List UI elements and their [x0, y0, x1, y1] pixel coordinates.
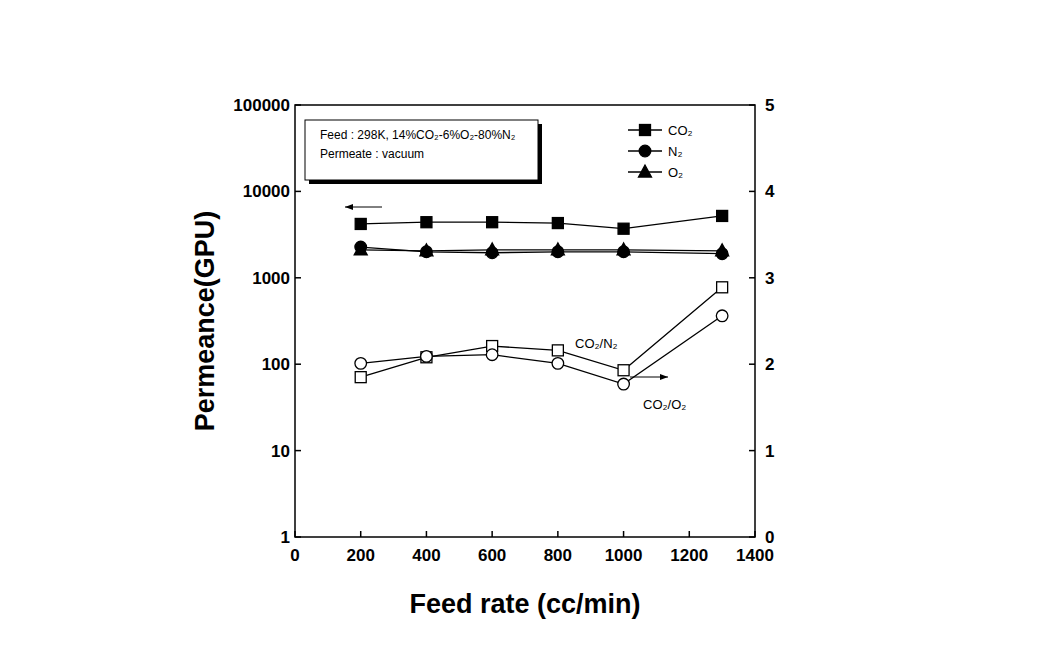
y2-tick-label: 1 [765, 442, 774, 461]
data-point [552, 218, 563, 229]
annotation: Permeate : vacuum [320, 147, 424, 161]
x-tick-label: 400 [412, 546, 440, 565]
data-point [421, 351, 433, 363]
x-axis-title: Feed rate (cc/min) [409, 589, 640, 619]
legend-label: N₂ [668, 144, 682, 159]
data-point [355, 372, 366, 383]
series-line [361, 249, 722, 251]
x-tick [491, 531, 493, 537]
legend-marker [639, 145, 651, 157]
x-tick-label: 0 [290, 546, 299, 565]
y2-tick [749, 104, 755, 106]
data-point [717, 282, 728, 293]
data-point [716, 244, 729, 256]
x-tick [426, 531, 428, 537]
x-tick-label: 1400 [736, 546, 774, 565]
y2-tick-label: 2 [765, 355, 774, 374]
data-point [487, 217, 498, 228]
y2-tick-label: 4 [765, 182, 775, 201]
data-point [421, 217, 432, 228]
y-tick [295, 191, 301, 193]
y-tick-label: 100000 [233, 96, 290, 115]
x-tick [360, 531, 362, 537]
series-line [361, 247, 722, 254]
data-point [552, 358, 564, 370]
data-point [618, 378, 630, 390]
y2-tick [749, 191, 755, 193]
y2-tick [749, 450, 755, 452]
x-tick [689, 531, 691, 537]
data-point [617, 243, 630, 255]
y-axis-title: Permeance(GPU) [190, 211, 220, 432]
y-tick [295, 363, 301, 365]
x-tick-label: 200 [347, 546, 375, 565]
data-point [716, 310, 728, 322]
series-line [361, 316, 722, 384]
data-point [486, 243, 499, 255]
series-line [361, 287, 722, 377]
y-tick [295, 104, 301, 106]
info-box [305, 120, 538, 180]
y2-tick [749, 536, 755, 538]
series-line [361, 216, 722, 229]
x-tick-label: 1000 [605, 546, 643, 565]
chart: 0200400600800100012001400110100100010000… [0, 0, 1043, 670]
x-tick [557, 531, 559, 537]
y-tick-label: 1 [281, 528, 290, 547]
y2-tick [749, 277, 755, 279]
y-tick [295, 536, 301, 538]
plot-marks [354, 210, 728, 389]
data-point [420, 244, 433, 256]
y2-tick-label: 3 [765, 269, 774, 288]
axis-arrow-head [660, 374, 668, 380]
x-tick [623, 531, 625, 537]
legend-label: O₂ [668, 165, 683, 180]
y-tick [295, 277, 301, 279]
axis-arrow-head [345, 204, 353, 210]
y2-tick-label: 5 [765, 96, 774, 115]
data-point [486, 349, 498, 361]
y-tick-label: 1000 [252, 269, 290, 288]
data-point [618, 223, 629, 234]
data-point [354, 243, 367, 255]
data-point [717, 210, 728, 221]
x-tick [294, 531, 296, 537]
legend-marker [640, 125, 651, 136]
x-tick [754, 531, 756, 537]
annotation: Feed : 298K, 14%CO₂-6%O₂-80%N₂ [320, 128, 516, 142]
data-point [618, 365, 629, 376]
data-point [355, 218, 366, 229]
y2-tick-label: 0 [765, 528, 774, 547]
y2-tick [749, 363, 755, 365]
legend-marker [639, 165, 652, 177]
series-label: CO₂/O₂ [643, 397, 686, 412]
y-tick [295, 450, 301, 452]
y-tick-label: 10 [271, 442, 290, 461]
data-point [552, 345, 563, 356]
x-tick-label: 800 [544, 546, 572, 565]
y-tick-label: 100 [262, 355, 290, 374]
x-tick-label: 1200 [670, 546, 708, 565]
x-tick-label: 600 [478, 546, 506, 565]
legend-label: CO₂ [668, 123, 693, 138]
plot-frame [295, 105, 755, 537]
data-point [355, 358, 367, 370]
series-label: CO₂/N₂ [575, 336, 618, 351]
data-point [551, 243, 564, 255]
y-tick-label: 10000 [243, 182, 290, 201]
